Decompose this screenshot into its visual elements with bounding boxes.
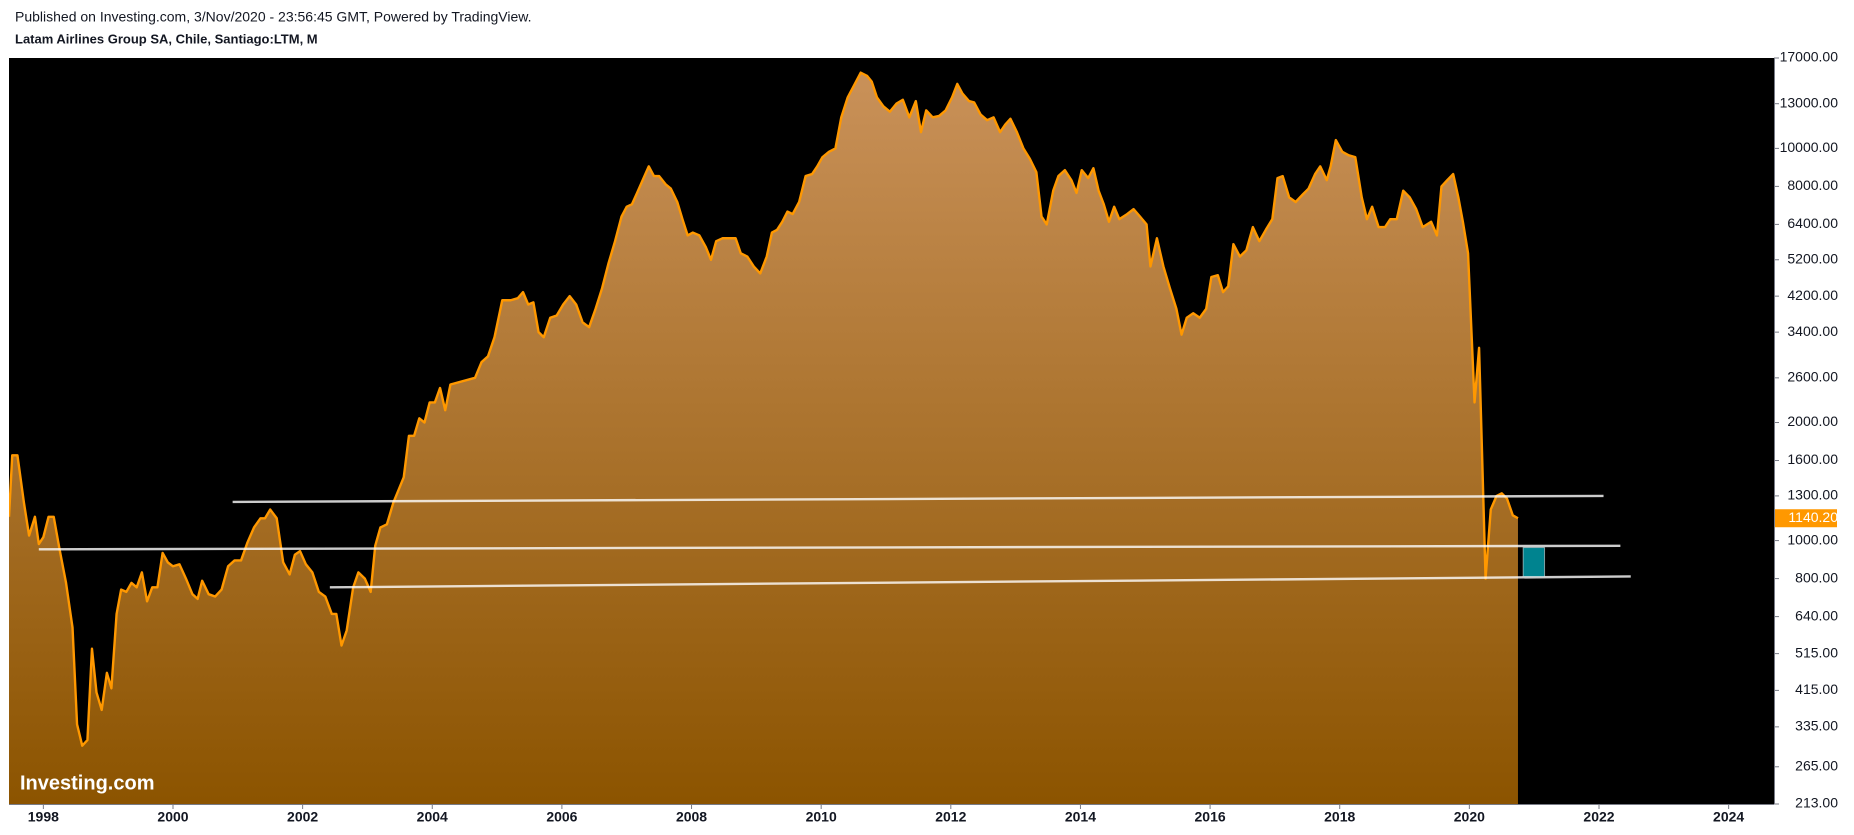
price-area [9, 72, 1518, 804]
x-tick-label: 2012 [935, 809, 966, 825]
x-tick-label: 2006 [546, 809, 577, 825]
y-tick-label: 1300.00 [1787, 487, 1838, 503]
x-tick-label: 2024 [1713, 809, 1744, 825]
y-tick-label: 4200.00 [1787, 287, 1838, 303]
y-tick-label: 5200.00 [1787, 250, 1838, 266]
trendline [232, 494, 1604, 504]
y-tick-label: 17000.00 [1780, 49, 1839, 65]
y-tick-label: 265.00 [1795, 757, 1838, 773]
trendline [329, 575, 1631, 589]
x-tick-label: 2008 [676, 809, 707, 825]
x-tick-label: 2020 [1454, 809, 1485, 825]
x-tick-label: 2002 [287, 809, 318, 825]
y-tick-label: 2600.00 [1787, 369, 1838, 385]
y-tick-label: 13000.00 [1780, 94, 1839, 110]
x-tick-label: 2000 [157, 809, 188, 825]
plot [9, 71, 1631, 804]
chart-title: Latam Airlines Group SA, Chile, Santiago… [15, 31, 318, 46]
y-tick-label: 1600.00 [1787, 451, 1838, 467]
last-price-label: 1140.20 [1788, 509, 1838, 525]
y-tick-label: 515.00 [1795, 644, 1838, 660]
zone-box [1522, 547, 1546, 577]
trendline [38, 544, 1621, 551]
x-tick-label: 2004 [417, 809, 448, 825]
y-tick-label: 800.00 [1795, 569, 1838, 585]
y-tick-label: 640.00 [1795, 607, 1838, 623]
x-tick-label: 2016 [1195, 809, 1226, 825]
x-tick-label: 2022 [1583, 809, 1614, 825]
y-tick-label: 10000.00 [1780, 139, 1839, 155]
y-tick-label: 8000.00 [1787, 177, 1838, 193]
y-tick-label: 335.00 [1795, 718, 1838, 734]
y-tick-label: 213.00 [1795, 795, 1838, 811]
header: Published on Investing.com, 3/Nov/2020 -… [15, 9, 531, 25]
x-tick-label: 2018 [1324, 809, 1355, 825]
x-tick-label: 2010 [806, 809, 837, 825]
x-tick-label: 1998 [28, 809, 59, 825]
y-tick-label: 2000.00 [1787, 413, 1838, 429]
price-line [9, 71, 1519, 747]
y-tick-label: 415.00 [1795, 681, 1838, 697]
y-tick-label: 3400.00 [1787, 323, 1838, 339]
y-tick-label: 6400.00 [1787, 215, 1838, 231]
y-tick-label: 1000.00 [1787, 531, 1838, 547]
x-tick-label: 2014 [1065, 809, 1096, 825]
watermark: Investing.com [20, 772, 154, 794]
last-price-box [1775, 509, 1837, 528]
